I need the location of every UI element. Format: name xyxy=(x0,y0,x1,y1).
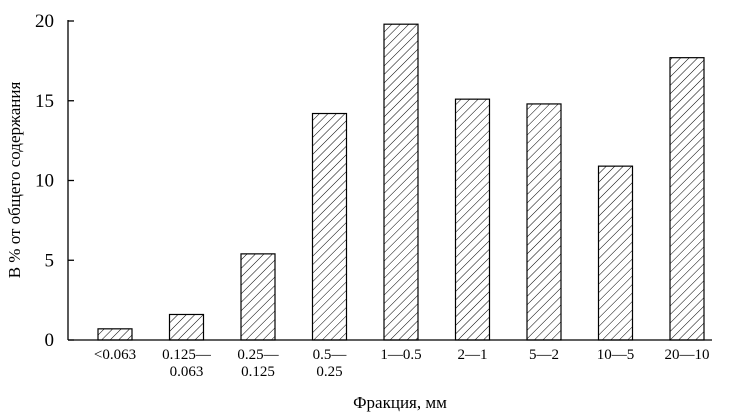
bar xyxy=(526,103,562,341)
y-tick-label: 15 xyxy=(35,91,54,112)
x-tick-label: 20—10 xyxy=(665,347,710,363)
x-tick-label: 0.25— xyxy=(237,347,279,363)
y-axis-title: В % от общего содержания xyxy=(5,82,24,279)
y-tick-label: 10 xyxy=(35,171,54,192)
x-tick-label: 0.063 xyxy=(170,364,204,380)
x-tick-label: 0.5— xyxy=(313,347,348,363)
y-tick-label: 5 xyxy=(45,250,55,271)
bar xyxy=(311,112,348,341)
y-tick-label: 20 xyxy=(35,11,54,32)
y-tick-label: 0 xyxy=(45,330,55,351)
x-tick-label: 10—5 xyxy=(597,347,635,363)
bar xyxy=(240,253,276,341)
x-tick-label: 2—1 xyxy=(458,347,488,363)
bar xyxy=(597,165,634,341)
x-axis-title: Фракция, мм xyxy=(353,393,447,412)
bar xyxy=(669,57,705,341)
bar xyxy=(383,23,419,341)
bar xyxy=(97,328,133,341)
bar xyxy=(454,98,491,341)
x-tick-label: 0.125— xyxy=(162,347,212,363)
x-tick-label: 0.125 xyxy=(241,364,275,380)
x-tick-label: 0.25 xyxy=(316,364,342,380)
bar xyxy=(168,313,205,341)
x-tick-label: 5—2 xyxy=(529,347,559,363)
x-tick-label: 1—0.5 xyxy=(380,347,421,363)
x-tick-label: <0.063 xyxy=(94,347,136,363)
